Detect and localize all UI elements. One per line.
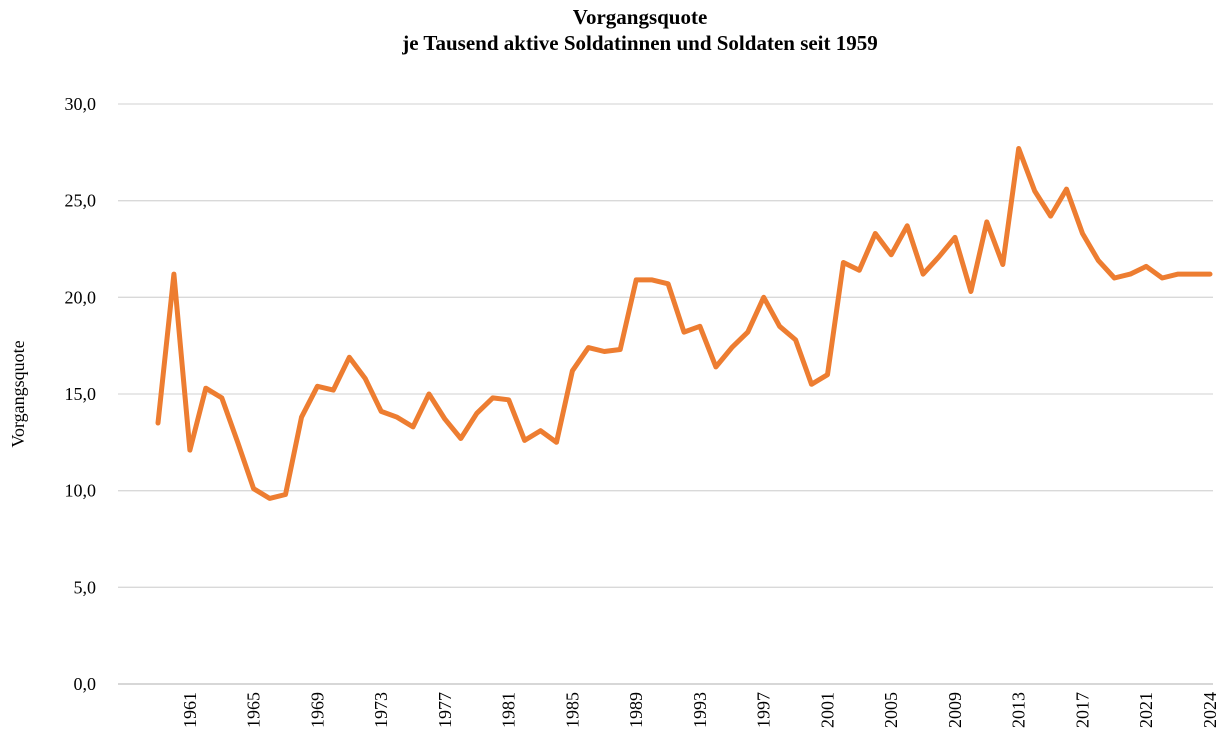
chart-title: Vorgangsquote [573,5,708,29]
y-tick-label: 25,0 [65,191,97,211]
y-tick-label: 15,0 [65,384,97,404]
x-tick-label: 1985 [562,692,582,728]
y-tick-label: 10,0 [65,481,97,501]
x-tick-label: 2021 [1136,692,1156,728]
y-tick-label: 0,0 [74,674,97,694]
y-axis-label: Vorgangsquote [8,340,28,447]
x-tick-label: 1973 [371,692,391,728]
line [155,146,1213,501]
y-tick-label: 5,0 [74,577,97,597]
y-tick-label: 20,0 [65,287,97,307]
x-tick-label: 2013 [1009,692,1029,728]
x-tick-label: 1989 [626,692,646,728]
y-tick-label: 30,0 [65,94,97,114]
x-tick-label: 1997 [754,692,774,728]
x-tick-label: 2005 [881,692,901,728]
x-tick-label: 1981 [499,692,519,728]
x-tick-label: 2024 [1200,692,1220,728]
chart-subtitle: je Tausend aktive Soldatinnen und Soldat… [401,31,878,55]
x-tick-label: 1977 [435,692,455,728]
x-tick-label: 1961 [180,692,200,728]
x-tick-label: 2001 [817,692,837,728]
x-tick-label: 2009 [945,692,965,728]
x-tick-label: 1965 [244,692,264,728]
x-tick-label: 2017 [1072,692,1092,728]
x-tick-label: 1969 [307,692,327,728]
x-tick-label: 1993 [690,692,710,728]
